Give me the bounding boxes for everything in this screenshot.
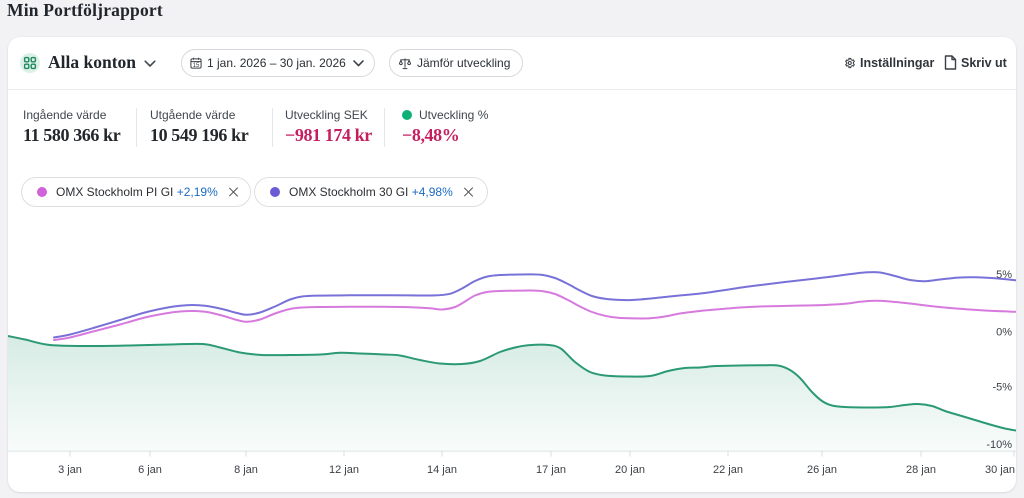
svg-text:5%: 5% [996, 269, 1012, 281]
svg-text:22 jan: 22 jan [713, 464, 743, 476]
svg-text:14 jan: 14 jan [427, 464, 457, 476]
svg-text:15: 15 [193, 63, 200, 69]
svg-text:3 jan: 3 jan [58, 464, 82, 476]
svg-text:30 jan: 30 jan [985, 464, 1015, 476]
svg-text:26 jan: 26 jan [807, 464, 837, 476]
svg-text:8 jan: 8 jan [234, 464, 258, 476]
svg-text:20 jan: 20 jan [615, 464, 645, 476]
svg-text:12 jan: 12 jan [329, 464, 359, 476]
svg-text:0%: 0% [996, 326, 1012, 338]
svg-text:17 jan: 17 jan [536, 464, 566, 476]
svg-text:-5%: -5% [992, 382, 1012, 394]
svg-text:28 jan: 28 jan [906, 464, 936, 476]
svg-text:-10%: -10% [986, 439, 1012, 451]
svg-text:6 jan: 6 jan [138, 464, 162, 476]
